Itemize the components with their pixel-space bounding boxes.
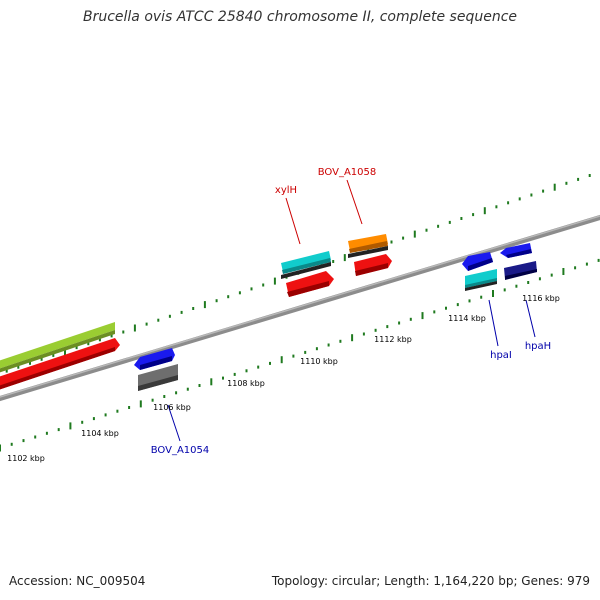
sequence-backbone-highlight xyxy=(0,215,600,398)
gene-label-BOV_A1054[interactable]: BOV_A1054 xyxy=(151,445,210,456)
hpaI-leader xyxy=(488,299,499,347)
BOV_A1054-leader xyxy=(167,404,181,442)
red-feature-left[interactable] xyxy=(0,338,120,391)
gene-label-hpaI[interactable]: hpaI xyxy=(490,350,512,361)
red-feature-1058[interactable] xyxy=(354,254,392,276)
kbp-label: 1114 kbp xyxy=(448,314,486,323)
tick-marks xyxy=(0,174,600,452)
kbp-label: 1102 kbp xyxy=(7,454,45,463)
gray-feature-1054[interactable] xyxy=(138,364,178,391)
kbp-label: 1110 kbp xyxy=(300,357,338,366)
BOV_A1058-leader xyxy=(346,179,363,225)
xylH-leader xyxy=(285,197,301,245)
gene-label-hpaH[interactable]: hpaH xyxy=(525,341,551,352)
navy-feature-hpaH[interactable] xyxy=(504,261,537,280)
blue-feature-1054[interactable] xyxy=(134,348,175,370)
blue-feature-hpaH[interactable] xyxy=(500,243,532,258)
lime-feature[interactable] xyxy=(0,322,115,374)
blue-feature-hpaI[interactable] xyxy=(462,252,493,271)
topology-text: Topology: circular; Length: 1,164,220 bp… xyxy=(271,574,590,588)
orange-feature-1058[interactable] xyxy=(348,234,388,258)
gene-label-xylH[interactable]: xylH xyxy=(275,185,297,196)
kbp-label: 1112 kbp xyxy=(374,335,412,344)
cyan-feature-xylH[interactable] xyxy=(281,251,331,279)
accession-text: Accession: NC_009504 xyxy=(9,574,146,588)
hpaH-leader xyxy=(525,299,536,338)
sequence-backbone xyxy=(0,214,600,402)
kbp-label: 1108 kbp xyxy=(227,379,265,388)
map-title: Brucella ovis ATCC 25840 chromosome II, … xyxy=(82,9,518,25)
red-feature-xylH[interactable] xyxy=(286,271,334,297)
kbp-label: 1116 kbp xyxy=(522,294,560,303)
cyan-feature-hpaI[interactable] xyxy=(465,269,497,291)
kbp-label: 1106 kbp xyxy=(153,403,191,412)
gene-label-BOV_A1058[interactable]: BOV_A1058 xyxy=(318,167,377,178)
kbp-label: 1104 kbp xyxy=(81,429,119,438)
